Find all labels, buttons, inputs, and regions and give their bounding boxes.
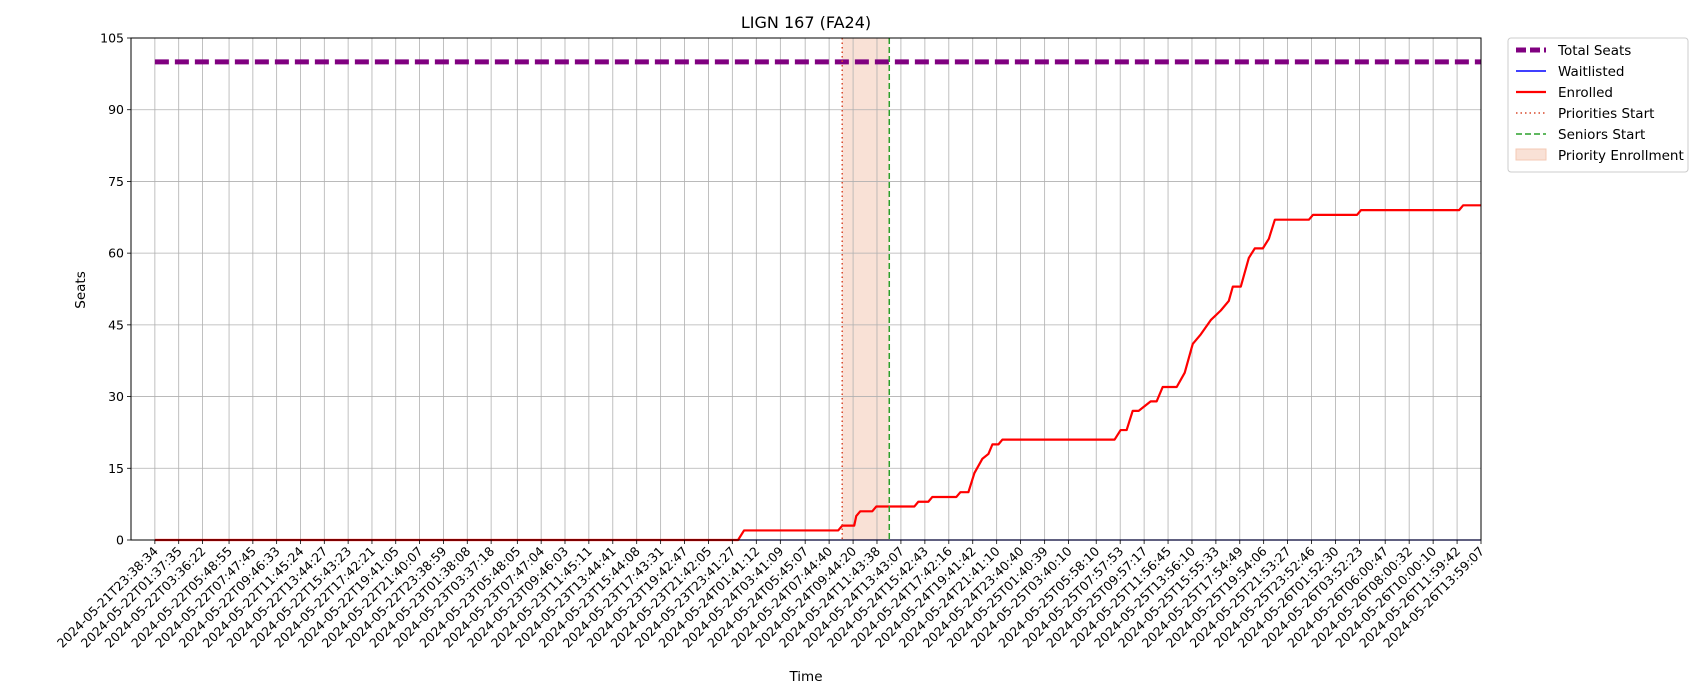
legend-swatch-priority-enrollment (1515, 148, 1547, 161)
legend-label-priority-enrollment: Priority Enrollment (1558, 148, 1684, 164)
chart-title: LIGN 167 (FA24) (741, 13, 871, 32)
y-axis-title: Seats (73, 271, 89, 308)
y-tick-label: 60 (108, 246, 124, 261)
plot-frame (130, 37, 1482, 541)
x-axis: 2024-05-21T23:38:342024-05-22T01:37:3520… (54, 540, 1487, 651)
legend-label-total-seats: Total Seats (1557, 43, 1631, 59)
y-tick-label: 105 (100, 31, 124, 46)
legend: Total Seats Waitlisted Enrolled Priorities … (1507, 37, 1689, 173)
y-tick-label: 0 (116, 533, 124, 548)
enrolled-series-line (154, 204, 1481, 542)
y-tick-label: 90 (108, 102, 124, 117)
y-axis: 0 15 30 45 60 75 90 105 (100, 31, 131, 548)
y-tick-label: 15 (108, 461, 124, 476)
y-tick-label: 30 (108, 389, 124, 404)
priority-enrollment-span-layer (842, 38, 890, 540)
y-tick-label: 75 (108, 174, 124, 189)
legend-label-seniors-start: Seniors Start (1558, 127, 1645, 143)
legend-label-priorities-start: Priorities Start (1558, 106, 1654, 122)
y-tick-label: 45 (108, 317, 124, 332)
x-axis-title: Time (788, 669, 822, 685)
legend-label-waitlisted: Waitlisted (1558, 64, 1625, 80)
priority-enrollment-span (842, 38, 890, 540)
legend-box (1507, 37, 1689, 173)
legend-label-enrolled: Enrolled (1558, 85, 1613, 101)
